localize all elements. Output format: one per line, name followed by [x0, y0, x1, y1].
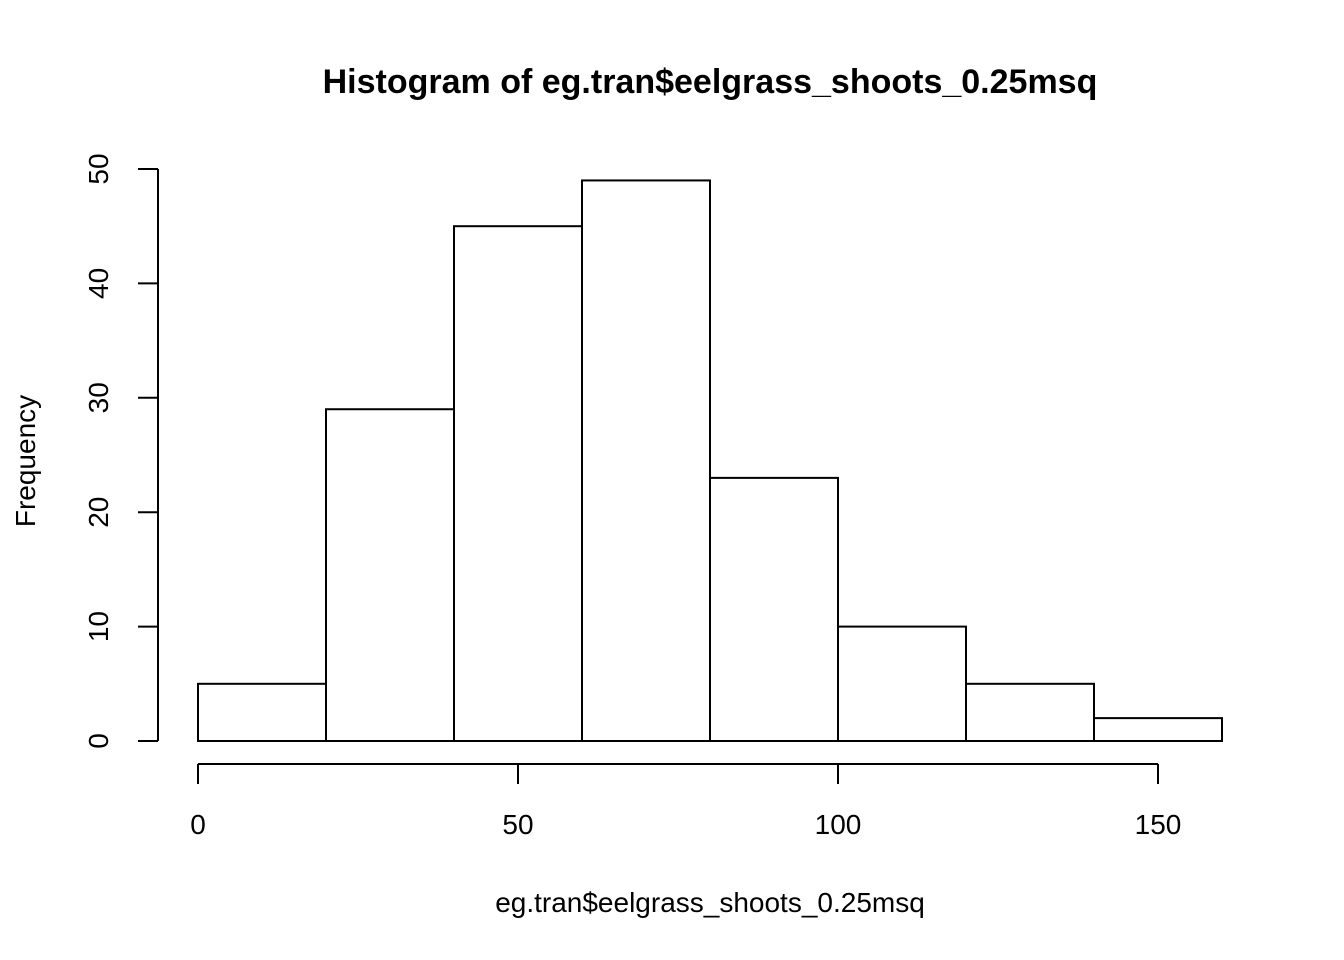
bars-group [197, 179, 1223, 742]
histogram-bar-6 [965, 682, 1095, 742]
histogram-bar-3 [581, 179, 711, 742]
histogram-bar-0 [197, 682, 327, 742]
histogram-bar-7 [1093, 717, 1223, 742]
y-tick-label-2: 20 [83, 497, 114, 528]
x-tick-label-0: 0 [190, 809, 206, 840]
x-axis-label: eg.tran$eelgrass_shoots_0.25msq [495, 887, 925, 918]
x-tick-label-1: 50 [502, 809, 533, 840]
histogram-bar-2 [453, 225, 583, 742]
y-tick-label-1: 10 [83, 611, 114, 642]
y-tick-label-3: 30 [83, 382, 114, 413]
histogram-bar-5 [837, 625, 967, 742]
x-tick-label-2: 100 [815, 809, 862, 840]
x-tick-label-3: 150 [1135, 809, 1182, 840]
y-tick-label-0: 0 [83, 733, 114, 749]
histogram-bar-4 [709, 476, 839, 742]
y-tick-label-5: 50 [83, 153, 114, 184]
x-axis: 0 50 100 150 [190, 763, 1182, 840]
y-axis-label: Frequency [10, 395, 41, 527]
histogram-bar-1 [325, 408, 455, 742]
y-tick-label-4: 40 [83, 268, 114, 299]
chart-title: Histogram of eg.tran$eelgrass_shoots_0.2… [323, 63, 1098, 101]
y-axis: 0 10 20 30 40 50 [83, 153, 159, 749]
